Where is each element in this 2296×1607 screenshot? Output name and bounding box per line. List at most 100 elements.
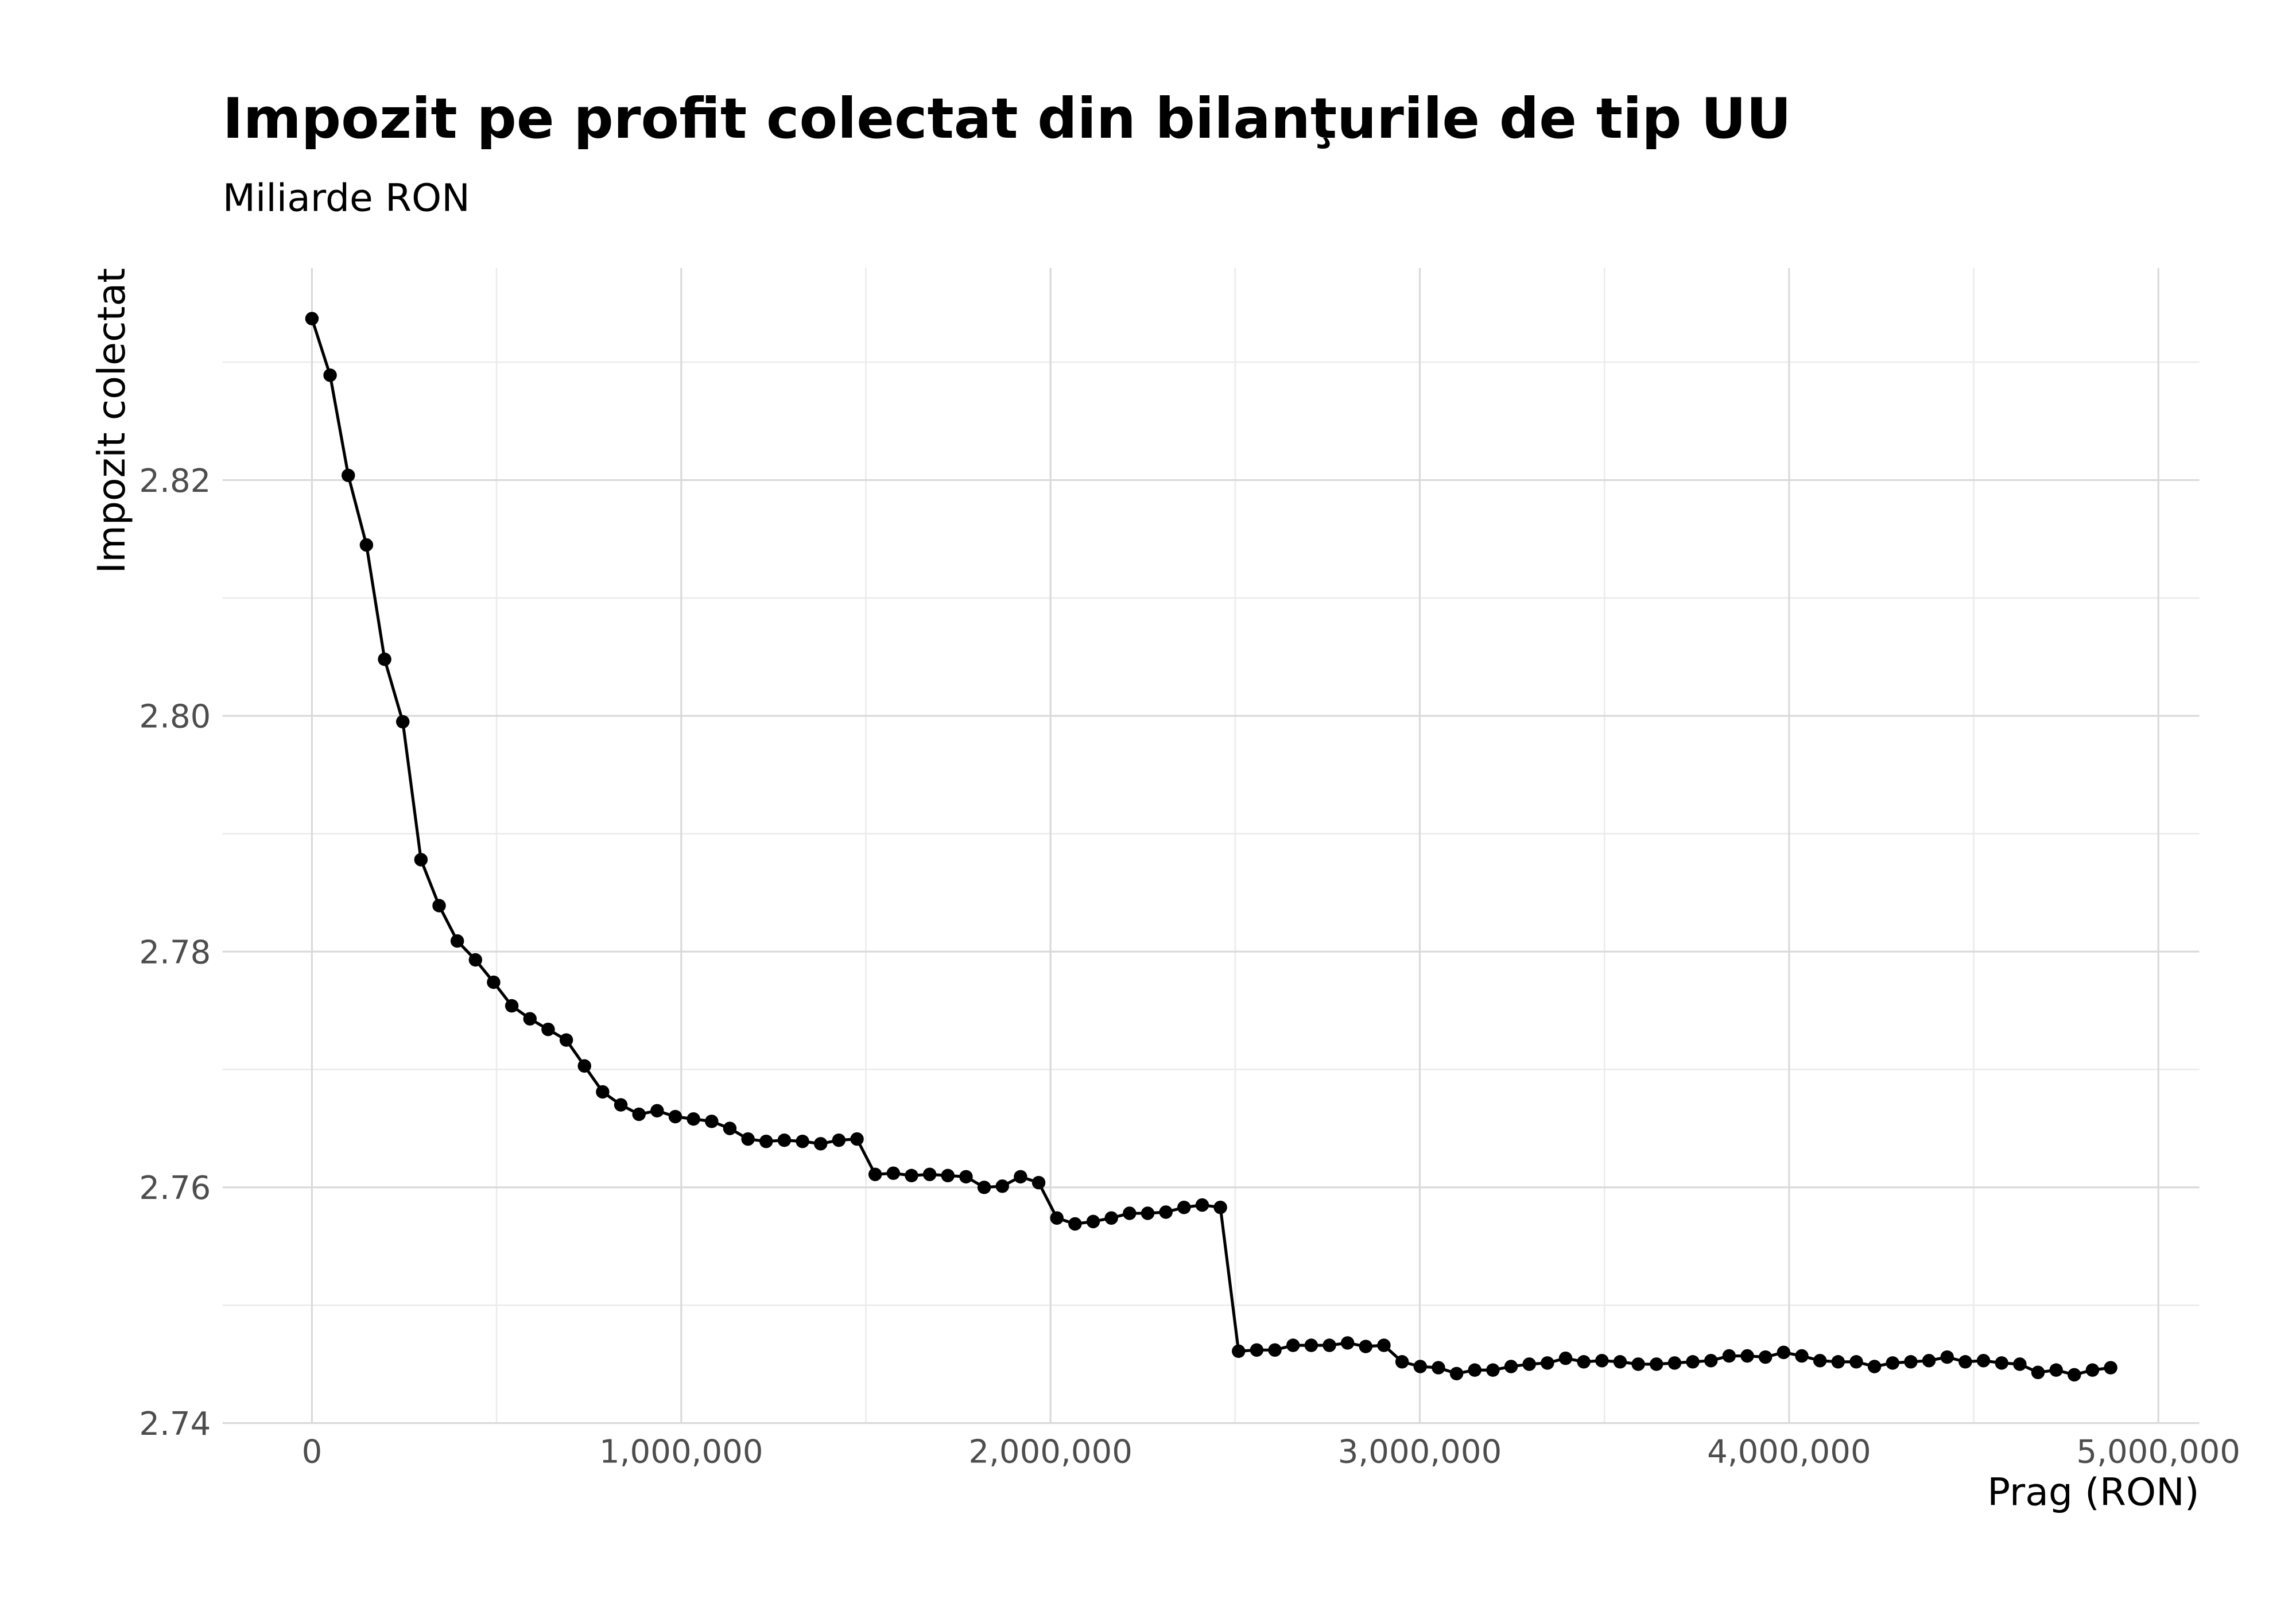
x-tick-label: 1,000,000 [599, 1433, 763, 1470]
y-axis-title: Impozit colectat [89, 268, 134, 573]
x-tick-label: 4,000,000 [1707, 1433, 1871, 1470]
point [1286, 1338, 1300, 1352]
point [450, 934, 464, 948]
point [1195, 1198, 1209, 1212]
point [2085, 1363, 2100, 1377]
point [1232, 1344, 1246, 1358]
point [468, 953, 483, 967]
point [1686, 1355, 1700, 1369]
point [705, 1115, 719, 1128]
x-tick-label: 3,000,000 [1338, 1433, 1502, 1470]
point [832, 1133, 846, 1147]
point [1468, 1363, 1481, 1377]
point [305, 312, 319, 325]
point [1740, 1349, 1754, 1363]
y-tick-label: 2.74 [139, 1406, 211, 1443]
line [311, 318, 2111, 1377]
x-tick-label: 0 [302, 1433, 323, 1470]
y-tick-label: 2.78 [139, 934, 211, 971]
point [359, 538, 374, 552]
point [1141, 1206, 1155, 1220]
point [723, 1121, 737, 1135]
point [1831, 1355, 1845, 1369]
point [1704, 1354, 1718, 1368]
point [922, 1167, 937, 1181]
point [1795, 1349, 1809, 1363]
point [596, 1085, 610, 1099]
point [759, 1134, 773, 1148]
point [1940, 1350, 1954, 1364]
point [2049, 1363, 2063, 1377]
point [1031, 1175, 1046, 1190]
point [1395, 1355, 1409, 1369]
chart-title: Impozit pe profit colectat din bilanţuri… [223, 86, 1791, 151]
point [541, 1022, 555, 1037]
point [741, 1132, 755, 1146]
point [1268, 1343, 1282, 1357]
labels: Impozit pe profit colectat din bilanţuri… [89, 86, 2240, 1515]
point [1250, 1343, 1264, 1357]
point [1504, 1360, 1518, 1373]
plot-area [305, 312, 2117, 1382]
point [1904, 1355, 1918, 1369]
point [813, 1137, 828, 1151]
point [487, 975, 501, 989]
point [1522, 1357, 1536, 1371]
point [2068, 1368, 2081, 1382]
point [1995, 1356, 2008, 1370]
y-tick-label: 2.80 [139, 698, 211, 736]
point [1595, 1354, 1609, 1368]
point [1068, 1217, 1082, 1231]
point [1976, 1354, 1991, 1368]
point [1377, 1338, 1391, 1352]
point [1722, 1349, 1736, 1363]
point [559, 1033, 573, 1047]
point [395, 715, 410, 729]
point [632, 1107, 646, 1121]
x-axis-title: Prag (RON) [1987, 1469, 2200, 1514]
point [796, 1134, 809, 1148]
point [1050, 1211, 1064, 1225]
point [959, 1170, 973, 1184]
point [941, 1169, 955, 1183]
point [1777, 1345, 1791, 1360]
point [995, 1179, 1009, 1193]
point [1322, 1338, 1336, 1352]
point [1849, 1355, 1863, 1369]
point [1104, 1211, 1118, 1225]
point [342, 468, 355, 483]
point [414, 853, 428, 867]
point [777, 1133, 792, 1147]
point [1213, 1201, 1227, 1214]
point [1123, 1206, 1137, 1220]
point [1813, 1354, 1827, 1368]
point [1086, 1214, 1100, 1229]
point [1359, 1340, 1373, 1353]
point [868, 1167, 882, 1181]
point [1886, 1356, 1899, 1370]
point [2104, 1361, 2117, 1375]
point [1758, 1350, 1773, 1364]
chart-subtitle: Miliarde RON [223, 175, 470, 220]
point [1613, 1355, 1627, 1369]
point [1449, 1367, 1464, 1381]
point [1631, 1357, 1645, 1371]
point [977, 1181, 991, 1194]
point [1577, 1355, 1591, 1369]
point [1922, 1354, 1936, 1368]
point [668, 1109, 682, 1124]
point [1177, 1201, 1191, 1214]
point [886, 1166, 901, 1180]
point [1304, 1338, 1318, 1352]
point [1486, 1363, 1500, 1377]
point [1650, 1357, 1663, 1371]
point [1958, 1355, 1972, 1369]
grid [222, 267, 2200, 1424]
point [1014, 1170, 1027, 1184]
point [1340, 1336, 1355, 1350]
x-tick-label: 2,000,000 [968, 1433, 1133, 1470]
point [323, 368, 337, 382]
point [650, 1104, 664, 1118]
